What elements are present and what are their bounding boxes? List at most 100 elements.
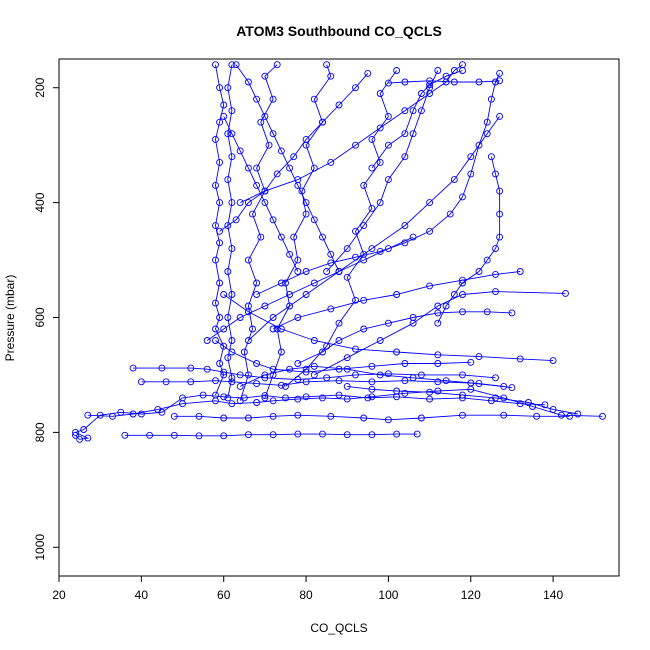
data-point <box>220 325 228 333</box>
data-point <box>269 314 277 321</box>
data-point <box>310 95 318 103</box>
data-point <box>244 371 252 379</box>
series-line-6 <box>174 414 570 421</box>
data-point <box>434 319 442 327</box>
series-line-25 <box>235 64 340 272</box>
series-line-18 <box>272 271 521 330</box>
data-point <box>319 118 326 126</box>
data-point <box>417 371 425 379</box>
data-point <box>72 428 79 436</box>
data-point <box>302 368 310 376</box>
data-point <box>335 337 343 344</box>
data-point <box>261 72 269 80</box>
data-point <box>487 153 495 161</box>
data-point <box>393 67 401 74</box>
series-line-9 <box>239 64 278 401</box>
data-point <box>294 268 302 275</box>
data-point <box>310 337 318 344</box>
data-point <box>319 233 326 241</box>
data-point <box>459 391 466 399</box>
data-point <box>483 308 491 316</box>
data-point <box>508 309 516 317</box>
data-point <box>277 233 285 241</box>
data-point <box>269 365 277 373</box>
series-line-22 <box>297 311 512 364</box>
data-point <box>244 256 252 264</box>
data-point <box>368 378 376 386</box>
data-point <box>360 181 368 189</box>
data-point <box>224 222 232 230</box>
data-point <box>393 348 401 356</box>
data-point <box>327 305 335 313</box>
data-point <box>467 170 475 178</box>
series-line-28 <box>371 70 463 169</box>
data-point <box>327 412 335 420</box>
data-point <box>401 360 409 367</box>
data-point <box>253 399 261 406</box>
data-point <box>541 401 549 409</box>
data-point <box>286 164 294 172</box>
x-axis: 20 40 60 80 100 120 140 <box>52 576 563 602</box>
data-point <box>434 360 442 367</box>
data-point <box>228 291 236 298</box>
data-point <box>286 302 294 310</box>
series-line-10 <box>264 64 332 399</box>
data-point <box>574 410 582 418</box>
data-point <box>368 393 376 401</box>
data-point <box>426 77 434 85</box>
data-point <box>290 233 298 241</box>
data-point <box>492 78 499 86</box>
y-axis: 200 400 600 800 1000 <box>33 77 59 561</box>
data-point <box>401 377 409 385</box>
data-point <box>426 395 434 403</box>
data-point <box>224 394 232 402</box>
data-point <box>244 431 252 439</box>
data-point <box>450 78 458 86</box>
series-line-15 <box>248 116 500 341</box>
data-point <box>257 233 265 241</box>
series-line-23 <box>206 236 414 341</box>
x-tick-label: 100 <box>378 588 398 602</box>
data-point <box>282 394 289 402</box>
data-point <box>496 69 504 77</box>
series-line-24 <box>223 116 299 272</box>
data-point <box>343 273 351 281</box>
data-point <box>253 380 261 388</box>
data-point <box>335 101 343 109</box>
data-point <box>244 199 252 207</box>
data-point <box>302 199 310 207</box>
data-point <box>253 95 261 103</box>
data-point <box>310 362 318 370</box>
data-point <box>323 268 331 275</box>
data-point <box>384 370 392 378</box>
data-point <box>459 411 466 419</box>
data-point <box>343 431 351 439</box>
data-point <box>492 245 499 253</box>
data-point <box>187 378 195 386</box>
data-point <box>475 268 483 275</box>
data-point <box>294 411 302 419</box>
data-point <box>121 431 129 439</box>
data-point <box>158 364 166 372</box>
data-point <box>220 342 228 350</box>
data-point <box>269 412 277 420</box>
data-point <box>376 124 384 132</box>
data-point <box>500 394 508 402</box>
data-point <box>401 78 409 86</box>
data-point <box>170 412 178 420</box>
data-point <box>269 431 277 439</box>
data-point <box>434 387 442 395</box>
data-point <box>360 414 368 422</box>
data-point <box>446 210 454 218</box>
data-point <box>413 430 421 438</box>
data-point <box>516 355 524 363</box>
data-point <box>269 130 277 138</box>
data-point <box>417 414 425 422</box>
data-point <box>212 391 219 399</box>
data-point <box>524 399 532 406</box>
data-point <box>343 382 351 390</box>
data-point <box>236 199 244 207</box>
data-point <box>294 360 302 367</box>
data-point <box>261 187 269 195</box>
data-point <box>401 153 409 161</box>
